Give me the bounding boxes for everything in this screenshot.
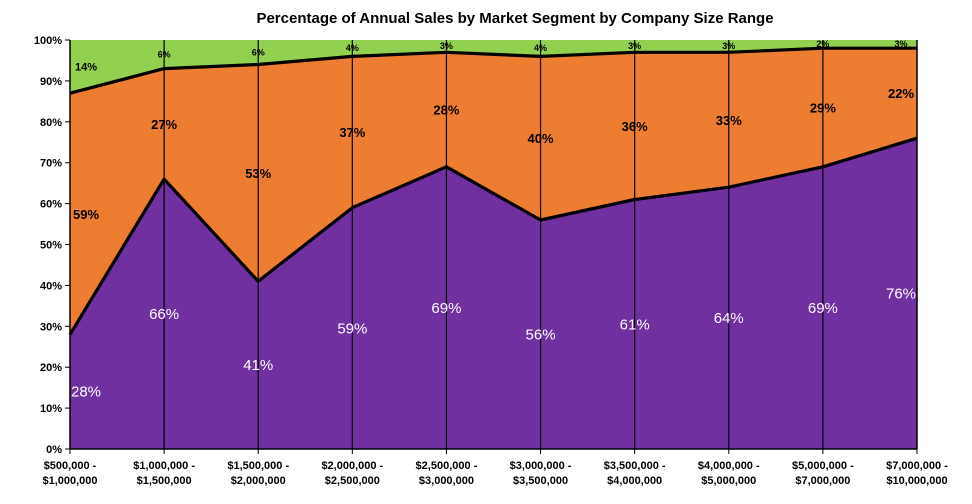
x-tick-label: $2,000,000: [231, 475, 286, 487]
data-label: 3%: [440, 41, 453, 51]
data-label: 14%: [75, 62, 97, 74]
data-label: 69%: [808, 300, 838, 317]
y-tick-label: 40%: [40, 280, 62, 292]
data-label: 28%: [433, 103, 459, 118]
data-labels: 28% 66% 41% 59% 69% 56% 61% 64% 69% 76% 59% 27% 53% 3…: [71, 39, 916, 401]
data-label: 59%: [337, 320, 367, 337]
data-label: 4%: [534, 43, 547, 53]
series-boundary-line-1: [68, 136, 918, 336]
series-boundary-lines: [68, 46, 918, 336]
y-tick-label: 20%: [40, 362, 62, 374]
data-label: 36%: [622, 119, 648, 134]
y-tick-label: 80%: [40, 117, 62, 129]
x-tick-label: $5,000,000 -: [792, 460, 854, 472]
data-label: 64%: [714, 310, 744, 327]
y-tick-label: 60%: [40, 199, 62, 211]
data-label: 29%: [810, 100, 836, 115]
x-tick-label: $7,000,000: [795, 475, 850, 487]
plot-areas: [70, 40, 917, 449]
x-tick-label: $2,000,000 -: [321, 460, 383, 472]
y-tick-label: 10%: [40, 403, 62, 415]
x-tick-label: $1,500,000: [137, 475, 192, 487]
data-label: 53%: [245, 166, 271, 181]
data-label: 3%: [894, 39, 907, 49]
y-tick-label: 30%: [40, 321, 62, 333]
x-tick-label: $4,000,000 -: [698, 460, 760, 472]
x-axis-ticks: $500,000 - $1,000,000 $1,000,000 - $1,500,0…: [42, 449, 948, 487]
y-tick-label: 0%: [46, 444, 62, 456]
series-area-3: [70, 40, 917, 94]
x-tick-label: $2,500,000: [325, 475, 380, 487]
data-label: 56%: [526, 326, 556, 343]
x-tick-label: $5,000,000: [701, 475, 756, 487]
series-area-2: [70, 48, 917, 335]
category-dividers: [163, 40, 824, 449]
series-boundary-line-2: [69, 46, 917, 95]
data-label: 6%: [158, 49, 171, 59]
data-label: 22%: [888, 86, 914, 101]
data-label: 28%: [71, 384, 101, 401]
y-axis-ticks: 0% 10% 20% 30% 40% 50% 60% 70% 80% 90% 100%: [34, 35, 70, 456]
data-label: 76%: [886, 286, 916, 303]
data-label: 40%: [528, 131, 554, 146]
data-label: 33%: [716, 113, 742, 128]
data-label: 3%: [628, 41, 641, 51]
x-tick-label: $3,500,000 -: [604, 460, 666, 472]
y-tick-label: 50%: [40, 240, 62, 252]
x-tick-label: $500,000 -: [44, 460, 97, 472]
x-tick-label: $3,500,000: [513, 475, 568, 487]
y-tick-label: 90%: [40, 76, 62, 88]
data-label: 37%: [339, 125, 365, 140]
data-label: 61%: [620, 316, 650, 333]
data-label: 2%: [816, 39, 829, 49]
data-label: 41%: [243, 357, 273, 374]
x-tick-label: $3,000,000 -: [510, 460, 572, 472]
x-tick-label: $1,500,000 -: [227, 460, 289, 472]
x-tick-label: $4,000,000: [607, 475, 662, 487]
y-tick-label: 70%: [40, 158, 62, 170]
data-label: 27%: [151, 117, 177, 132]
x-tick-label: $3,000,000: [419, 475, 474, 487]
series-area-1: [70, 138, 917, 449]
data-label: 6%: [252, 47, 265, 57]
data-label: 3%: [722, 41, 735, 51]
data-label: 69%: [431, 300, 461, 317]
data-label: 4%: [346, 43, 359, 53]
x-tick-label: $1,000,000: [42, 475, 97, 487]
x-tick-label: $2,500,000 -: [416, 460, 478, 472]
x-tick-label: $10,000,000: [886, 475, 947, 487]
x-tick-label: $7,000,000 -: [886, 460, 948, 472]
data-label: 66%: [149, 306, 179, 323]
chart-title: Percentage of Annual Sales by Market Seg…: [256, 10, 774, 27]
y-tick-label: 100%: [34, 35, 62, 47]
x-tick-label: $1,000,000 -: [133, 460, 195, 472]
data-label: 59%: [73, 207, 99, 222]
